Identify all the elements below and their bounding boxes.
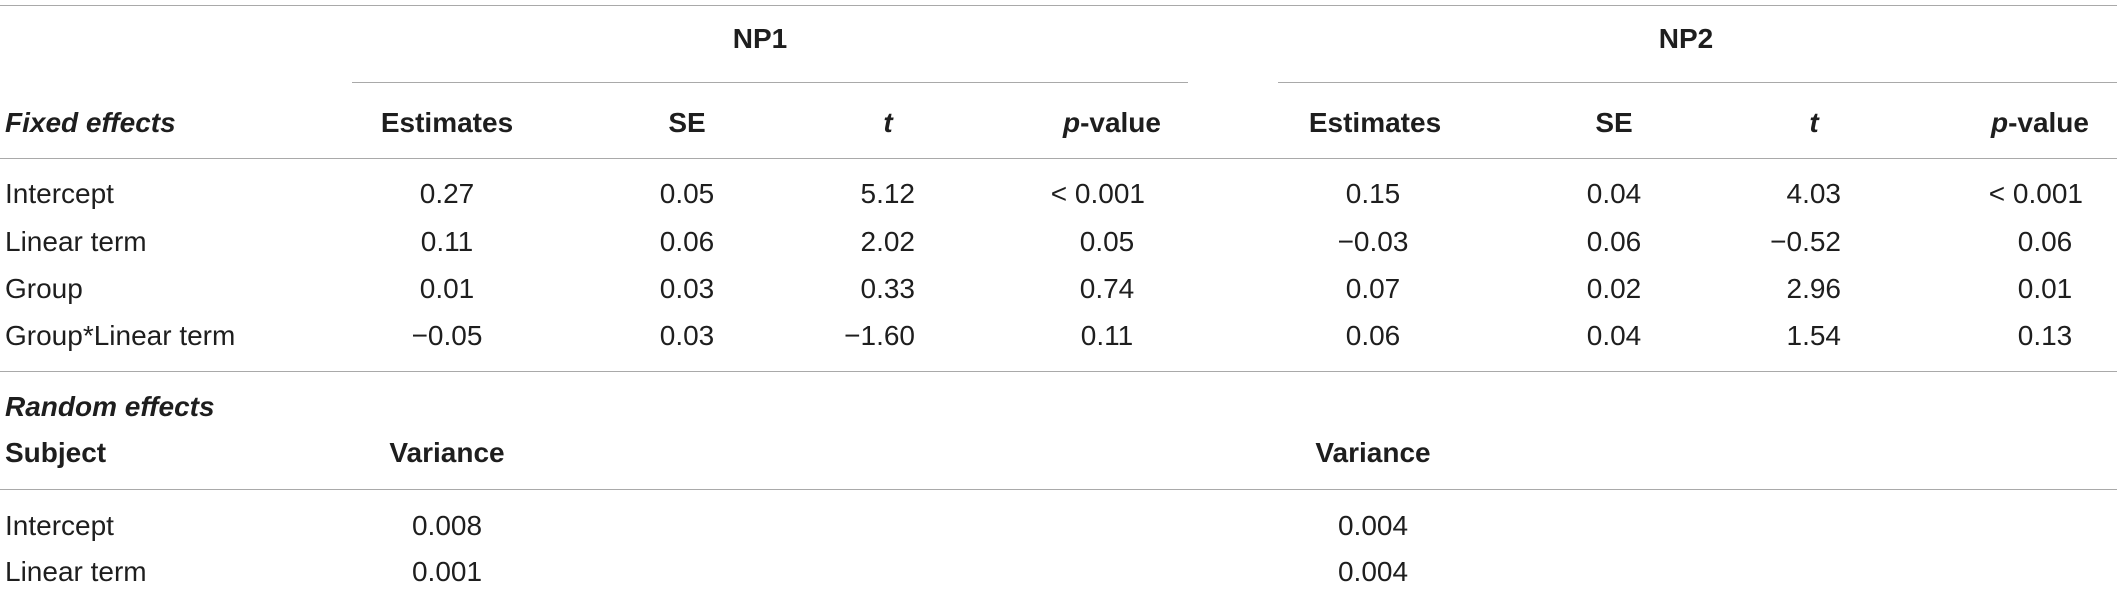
random-effects-heading: Random effects [5, 391, 215, 422]
header-bottom-rule [0, 158, 2117, 159]
np1-col-se: SE [668, 107, 706, 138]
np1-variance: 0.008 [411, 510, 483, 541]
np1-p: 0.05 [1079, 226, 1135, 257]
np1-variance-heading: Variance [389, 437, 505, 468]
np2-col-pvalue: p-value [1991, 106, 2089, 140]
np2-t: 2.96 [1786, 273, 1842, 304]
row-label: Intercept [5, 178, 114, 209]
np1-estimate: 0.27 [419, 178, 475, 209]
np1-estimate: 0.11 [420, 226, 474, 257]
np2-t: 4.03 [1786, 178, 1842, 209]
np2-p: 0.06 [2017, 226, 2073, 257]
np2-col-se: SE [1595, 107, 1633, 138]
table-top-rule [0, 5, 2117, 6]
np1-t: 5.12 [860, 178, 916, 209]
random-header-rule [0, 489, 2117, 490]
row-label: Linear term [5, 226, 147, 257]
p-italic: p [1990, 107, 2009, 138]
np2-group-rule [1278, 82, 2117, 83]
row-label: Linear term [5, 556, 147, 587]
row-label: Intercept [5, 510, 114, 541]
np1-p: 0.74 [1079, 273, 1135, 304]
np2-p: 0.13 [2017, 320, 2073, 351]
np1-t: 2.02 [860, 226, 916, 257]
p-italic: p [1062, 107, 1081, 138]
np1-p: < 0.001 [1050, 178, 1145, 209]
np2-variance-heading: Variance [1315, 437, 1431, 468]
fixed-bottom-rule [0, 371, 2117, 372]
np2-t: −0.52 [1770, 226, 1841, 257]
np1-col-t: t [883, 107, 893, 138]
fixed-effects-heading: Fixed effects [5, 107, 176, 138]
np1-variance: 0.001 [411, 556, 483, 587]
np1-group-rule [352, 82, 1188, 83]
np2-se: 0.04 [1586, 178, 1642, 209]
np1-estimate: −0.05 [411, 320, 483, 351]
p-rest: -value [2008, 107, 2089, 138]
group-header-np2: NP2 [1658, 23, 1714, 54]
np2-estimate: −0.03 [1337, 226, 1409, 257]
np1-estimate: 0.01 [419, 273, 475, 304]
p-rest: -value [1080, 107, 1161, 138]
np1-col-estimates: Estimates [380, 107, 514, 138]
np1-t: 0.33 [860, 273, 916, 304]
np2-col-t: t [1809, 107, 1819, 138]
row-label: Group [5, 273, 83, 304]
np1-se: 0.03 [659, 273, 715, 304]
np2-se: 0.04 [1586, 320, 1642, 351]
np2-estimate: 0.07 [1345, 273, 1401, 304]
np1-se: 0.03 [659, 320, 715, 351]
np2-t: 1.54 [1786, 320, 1842, 351]
np1-t: −1.60 [844, 320, 915, 351]
np2-estimate: 0.06 [1345, 320, 1401, 351]
group-header-np1: NP1 [732, 23, 788, 54]
subject-heading: Subject [5, 437, 107, 468]
np1-se: 0.05 [659, 178, 715, 209]
np1-p: 0.11 [1080, 320, 1134, 351]
np1-col-pvalue: p-value [1063, 106, 1161, 140]
np2-col-estimates: Estimates [1308, 107, 1442, 138]
np2-p: 0.01 [2017, 273, 2073, 304]
np2-p: < 0.001 [1988, 178, 2083, 209]
np2-estimate: 0.15 [1345, 178, 1401, 209]
row-label: Group*Linear term [5, 320, 236, 351]
np2-variance: 0.004 [1337, 510, 1409, 541]
np2-se: 0.02 [1586, 273, 1642, 304]
np2-variance: 0.004 [1337, 556, 1409, 587]
np1-se: 0.06 [659, 226, 715, 257]
np2-se: 0.06 [1586, 226, 1642, 257]
